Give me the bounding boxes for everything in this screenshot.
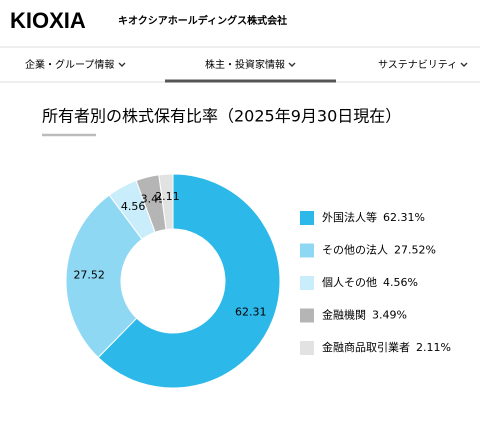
legend-label: その他の法人 [322,243,388,257]
slice [97,173,281,389]
chevron [288,62,296,67]
slice [158,173,174,231]
slice-label: 62.31 [235,306,267,319]
legend-label: 個人その他 [322,276,377,289]
legend-swatch [300,308,314,323]
slice-label: 3.49 [141,192,166,205]
slice [65,194,143,359]
legend-value: 2.11% [416,341,451,354]
company-name: キオクシアホールディングス株式会社 [118,14,287,27]
slice-label: 4.56 [121,200,146,213]
slice-label: 2.11 [155,190,180,203]
nav-item[interactable]: サステナビリティ [378,59,457,71]
nav-item[interactable]: 株主・投資家情報 [205,58,285,71]
legend-swatch [300,211,314,225]
chevron [118,62,126,67]
legend-label: 金融機関 [322,308,366,322]
legend-value: 62.31% [383,211,425,224]
legend-value: 3.49% [372,309,407,322]
legend-value: 27.52% [394,244,436,257]
legend-value: 4.56% [383,276,418,289]
legend-swatch [300,341,314,355]
logo[interactable]: KIOXIA [10,8,86,33]
chevron [460,62,468,67]
legend-swatch [300,276,314,290]
slice-label: 27.52 [73,268,105,281]
legend-label: 外国法人等 [322,210,377,224]
legend-swatch [300,243,314,258]
nav-item[interactable]: 企業・グループ情報 [25,58,114,71]
legend-label: 金融商品取引業者 [322,340,410,354]
chart-title: 所有者別の株式保有比率（2025年9月30日現在） [42,107,401,126]
